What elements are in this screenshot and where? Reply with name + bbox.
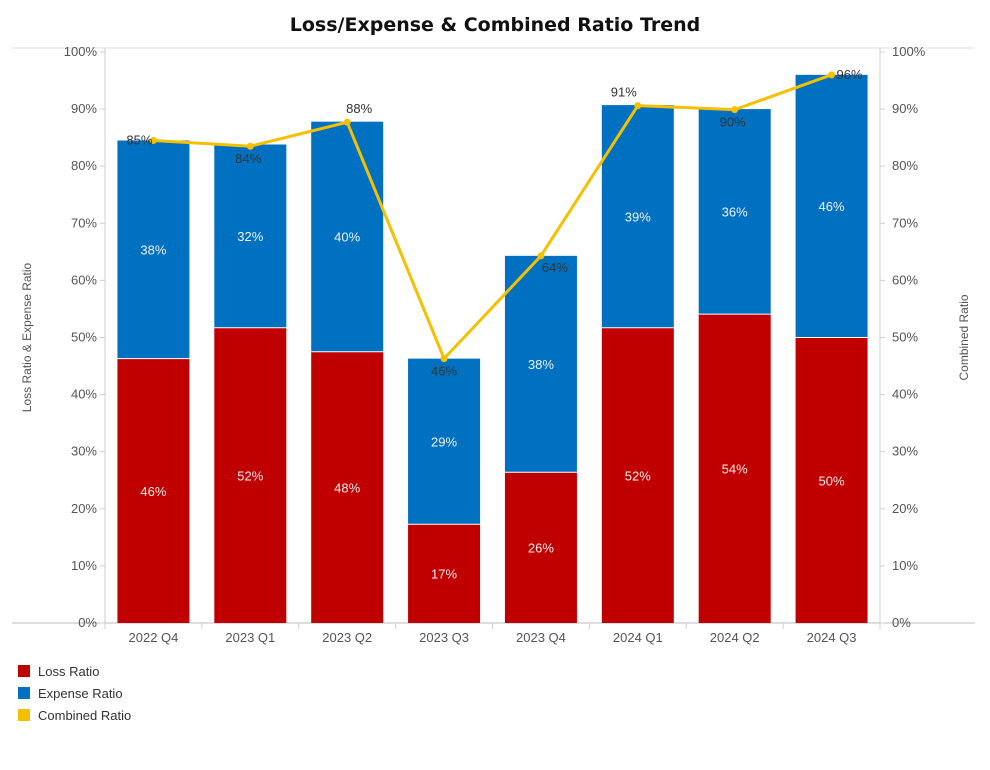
y-right-tick-label: 60% — [892, 272, 918, 287]
y-left-tick-label: 30% — [71, 444, 97, 459]
y-left-tick-label: 10% — [71, 558, 97, 573]
chart-title: Loss/Expense & Combined Ratio Trend — [289, 14, 701, 36]
bar-expense-ratio — [117, 140, 190, 359]
bar-label-loss: 52% — [625, 468, 651, 483]
y-right-tick-label: 30% — [892, 444, 918, 459]
bar-expense-ratio — [698, 109, 771, 315]
combined-ratio-point — [537, 252, 545, 260]
bar-loss-ratio — [117, 358, 190, 623]
combined-ratio-point — [149, 137, 157, 145]
y-right-tick-label: 40% — [892, 387, 918, 402]
bar-expense-ratio — [504, 255, 577, 473]
legend-swatch-loss — [18, 665, 30, 677]
legend-item-combined-ratio[interactable]: Combined Ratio — [18, 704, 131, 726]
bar-label-expense: 38% — [140, 243, 166, 258]
legend-label-loss: Loss Ratio — [38, 663, 100, 679]
combined-ratio-label: 88% — [346, 101, 372, 116]
bar-expense-ratio — [795, 74, 868, 338]
bar-label-expense: 40% — [334, 230, 360, 245]
legend-item-expense-ratio[interactable]: Expense Ratio — [18, 682, 131, 704]
combined-ratio-label: 91% — [611, 85, 637, 100]
combined-ratio-label: 46% — [431, 364, 457, 379]
bar-expense-ratio — [214, 144, 287, 328]
legend-swatch-combined — [18, 709, 30, 721]
y-left-axis-title: Loss Ratio & Expense Ratio — [20, 262, 34, 412]
x-tick-label: 2024 Q2 — [710, 630, 760, 645]
bar-label-expense: 39% — [625, 209, 651, 224]
y-right-axis-title: Combined Ratio — [957, 294, 971, 380]
combined-ratio-point — [731, 106, 739, 114]
bar-loss-ratio — [698, 314, 771, 623]
y-right-tick-label: 70% — [892, 215, 918, 230]
combined-ratio-label: 85% — [126, 133, 152, 148]
y-right-tick-label: 50% — [892, 330, 918, 345]
x-tick-label: 2023 Q1 — [225, 630, 275, 645]
combined-ratio-point — [828, 71, 836, 79]
combined-ratio-label: 96% — [837, 67, 863, 82]
x-tick-label: 2024 Q1 — [613, 630, 663, 645]
legend-label-combined: Combined Ratio — [38, 707, 132, 723]
combined-ratio-label: 64% — [542, 260, 568, 275]
bar-label-expense: 38% — [528, 357, 554, 372]
legend-item-loss-ratio[interactable]: Loss Ratio — [18, 660, 131, 682]
bar-label-loss: 48% — [334, 480, 360, 495]
legend: Loss Ratio Expense Ratio Combined Ratio — [18, 660, 131, 726]
x-tick-label: 2023 Q2 — [322, 630, 372, 645]
x-tick-label: 2023 Q4 — [516, 630, 566, 645]
y-left-tick-label: 80% — [71, 158, 97, 173]
y-left-tick-label: 100% — [64, 44, 98, 59]
combined-ratio-label: 84% — [235, 151, 261, 166]
bar-loss-ratio — [408, 524, 481, 623]
bar-loss-ratio — [214, 327, 287, 623]
x-tick-label: 2023 Q3 — [419, 630, 469, 645]
bar-loss-ratio — [311, 351, 384, 623]
x-tick-label: 2024 Q3 — [807, 630, 857, 645]
combined-ratio-point — [634, 102, 642, 110]
bar-expense-ratio — [311, 121, 384, 352]
y-left-tick-label: 90% — [71, 101, 97, 116]
y-left-tick-label: 70% — [71, 215, 97, 230]
y-left-tick-label: 20% — [71, 501, 97, 516]
bar-label-expense: 32% — [237, 229, 263, 244]
x-tick-label: 2022 Q4 — [129, 630, 179, 645]
bar-label-expense: 29% — [431, 434, 457, 449]
bar-label-loss: 46% — [140, 484, 166, 499]
y-right-tick-label: 80% — [892, 158, 918, 173]
bar-label-loss: 17% — [431, 567, 457, 582]
combined-ratio-point — [440, 355, 448, 363]
y-left-tick-label: 50% — [71, 330, 97, 345]
bar-expense-ratio — [408, 358, 481, 525]
bar-loss-ratio — [504, 472, 577, 623]
y-right-tick-label: 10% — [892, 558, 918, 573]
combined-ratio-point — [246, 142, 254, 150]
bar-label-expense: 36% — [722, 205, 748, 220]
bar-label-loss: 52% — [237, 468, 263, 483]
combined-ratio-label: 90% — [720, 115, 746, 130]
combined-ratio-line — [153, 73, 833, 361]
combined-ratio-point — [343, 118, 351, 126]
bar-loss-ratio — [795, 337, 868, 623]
legend-swatch-expense — [18, 687, 30, 699]
bar-label-loss: 54% — [722, 462, 748, 477]
legend-label-expense: Expense Ratio — [38, 685, 123, 701]
y-right-tick-label: 20% — [892, 501, 918, 516]
bar-label-loss: 50% — [819, 473, 845, 488]
y-right-tick-label: 0% — [892, 615, 911, 630]
y-right-tick-label: 100% — [892, 44, 926, 59]
y-left-tick-label: 40% — [71, 387, 97, 402]
bar-loss-ratio — [601, 327, 674, 623]
y-left-tick-label: 0% — [78, 615, 97, 630]
bar-label-expense: 46% — [819, 199, 845, 214]
y-left-tick-label: 60% — [71, 272, 97, 287]
y-right-tick-label: 90% — [892, 101, 918, 116]
bar-label-loss: 26% — [528, 541, 554, 556]
